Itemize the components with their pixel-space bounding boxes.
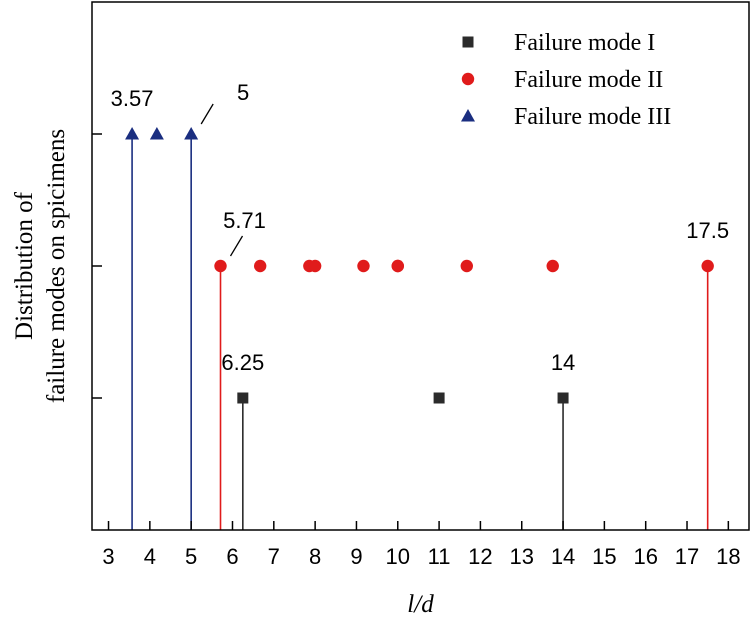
data-point	[308, 259, 322, 273]
x-tick-label: 12	[468, 544, 492, 569]
data-point	[701, 259, 714, 273]
data-point	[125, 127, 140, 140]
legend-marker	[461, 72, 475, 86]
legend-label: Failure mode I	[514, 30, 655, 56]
x-tick-label: 9	[350, 544, 362, 569]
data-point	[433, 392, 445, 404]
annotation-leader	[200, 103, 214, 125]
x-tick-label: 15	[592, 544, 616, 569]
legend-label: Failure mode II	[514, 67, 663, 93]
x-tick-label: 16	[633, 544, 657, 569]
x-tick-label: 5	[185, 544, 197, 569]
data-point	[391, 259, 404, 273]
x-tick-label: 17	[675, 544, 699, 569]
annotation-label: 17.5	[686, 218, 729, 243]
x-tick-label: 6	[226, 544, 238, 569]
data-point	[557, 392, 569, 404]
data-point	[149, 127, 164, 140]
x-tick-label: 14	[551, 544, 575, 569]
x-tick-labels: 3 4 5 6 7 8 9 10 11 12 13 14 15 16 17 18	[102, 544, 740, 569]
x-tick-label: 7	[268, 544, 280, 569]
data-point	[357, 259, 370, 273]
legend: Failure mode I Failure mode II Failure mod…	[461, 30, 671, 130]
x-tick-label: 13	[509, 544, 533, 569]
legend-marker	[461, 109, 475, 122]
x-tick-label: 8	[309, 544, 321, 569]
axis-ticks	[92, 133, 730, 530]
stem-lines	[131, 134, 709, 530]
data-markers	[125, 127, 714, 404]
legend-marker	[462, 36, 474, 48]
x-tick-label: 11	[428, 544, 451, 569]
legend-label: Failure mode III	[514, 104, 671, 130]
annotation-label: 3.57	[111, 86, 154, 111]
x-tick-label: 4	[144, 544, 156, 569]
data-point	[460, 259, 473, 273]
annotation-label: 5.71	[223, 208, 266, 233]
annotations: 3.57 5 5.71 17.5 6.25 14	[111, 80, 729, 375]
data-point	[237, 392, 249, 404]
y-axis-label-line1: Distribution of	[11, 191, 38, 340]
data-point	[184, 127, 199, 140]
data-point	[214, 259, 227, 273]
y-axis-label-line2: failure modes on spicimens	[43, 129, 70, 403]
annotation-label: 6.25	[221, 350, 264, 375]
data-point	[253, 259, 267, 273]
x-tick-label: 10	[386, 544, 410, 569]
x-tick-label: 18	[716, 544, 740, 569]
annotation-label: 14	[551, 350, 575, 375]
annotation-leader	[229, 235, 244, 257]
y-axis-label: Distribution of failure modes on spicime…	[11, 129, 70, 403]
annotation-label: 5	[237, 80, 249, 105]
x-axis-label: l/d	[407, 591, 434, 618]
data-point	[546, 259, 559, 273]
x-tick-label: 3	[102, 544, 114, 569]
